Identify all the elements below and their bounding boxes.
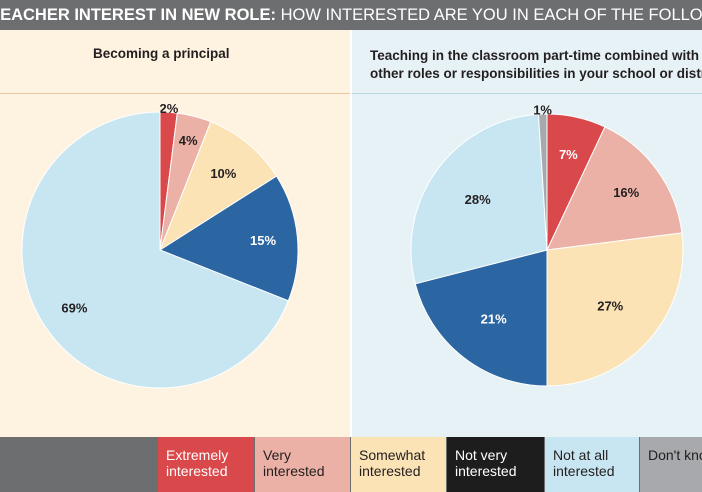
- principal-slice-not-very-interested: [158, 175, 299, 302]
- teaching-slice-not-at-all-interested: [410, 113, 548, 285]
- teaching-slice-very-interested: [546, 126, 683, 251]
- principal-label-not-at-all-interested: 69%: [61, 301, 87, 316]
- legend-item-not-very-interested: Not very interested: [447, 437, 544, 492]
- legend-text: Extremely: [166, 447, 229, 463]
- panel-title-principal: Becoming a principal: [0, 30, 350, 94]
- legend-text: Don't know: [648, 447, 702, 463]
- teaching-label-don-t-know: 1%: [533, 103, 552, 118]
- legend: Extremely interested Very interested Somewha…: [0, 437, 702, 492]
- principal-label-very-interested: 4%: [179, 133, 198, 148]
- legend-item-very-interested: Very interested: [255, 437, 350, 492]
- pie-chart-principal: 2% 4% 10% 15% 69%: [21, 101, 299, 389]
- header-question: HOW INTERESTED ARE YOU IN EACH OF THE FO…: [280, 6, 702, 24]
- teaching-slice-don-t-know: [537, 113, 548, 251]
- principal-slice-somewhat-interested: [158, 121, 278, 252]
- panel-teaching-part-time: Teaching in the classroom part-time comb…: [352, 30, 702, 437]
- pie-chart-teaching: 7% 16% 27% 21% 28% 1%: [410, 103, 684, 387]
- teaching-label-somewhat-interested: 27%: [597, 298, 623, 313]
- legend-item-not-at-all-interested: Not at all interested: [545, 437, 639, 492]
- legend-text: Somewhat: [359, 447, 426, 463]
- legend-text: Not at all: [553, 447, 609, 463]
- chart-title-teaching-line-1: Teaching in the classroom part-time comb…: [370, 48, 700, 63]
- principal-label-not-very-interested: 15%: [250, 233, 276, 248]
- legend-text: interested: [263, 463, 325, 479]
- legend-item-extremely-interested: Extremely interested: [158, 437, 254, 492]
- legend-text: interested: [166, 463, 228, 479]
- principal-label-somewhat-interested: 10%: [210, 166, 236, 181]
- teaching-label-very-interested: 16%: [613, 185, 639, 200]
- header-bold-title: TEACHER INTEREST IN NEW ROLE:: [0, 6, 277, 24]
- teaching-label-extremely-interested: 7%: [559, 147, 578, 162]
- legend-text: Not very: [455, 447, 508, 463]
- teaching-slice-not-very-interested: [414, 249, 548, 387]
- chart-header: TEACHER INTEREST IN NEW ROLE: HOW INTERE…: [0, 0, 702, 30]
- principal-slice-not-at-all-interested: [21, 111, 289, 389]
- teaching-slice-somewhat-interested: [546, 232, 684, 387]
- legend-text: interested: [553, 463, 615, 479]
- legend-item-don-t-know: Don't know: [640, 437, 702, 492]
- teaching-label-not-at-all-interested: 28%: [465, 192, 491, 207]
- panel-becoming-principal: Becoming a principal 2% 4% 10% 15% 69%: [0, 30, 350, 437]
- chart-title-teaching-line-2: other roles or responsibilities in your …: [370, 66, 702, 81]
- panel-divider: [350, 30, 352, 437]
- principal-label-extremely-interested: 2%: [160, 101, 179, 116]
- teaching-label-not-very-interested: 21%: [481, 311, 507, 326]
- chart-title-principal: Becoming a principal: [93, 46, 230, 61]
- panel-title-teaching: Teaching in the classroom part-time comb…: [352, 30, 702, 94]
- chart-title-teaching: Teaching in the classroom part-time comb…: [370, 47, 702, 83]
- legend-item-somewhat-interested: Somewhat interested: [351, 437, 446, 492]
- legend-text: interested: [359, 463, 421, 479]
- legend-text: Very: [263, 447, 292, 463]
- legend-text: interested: [455, 463, 517, 479]
